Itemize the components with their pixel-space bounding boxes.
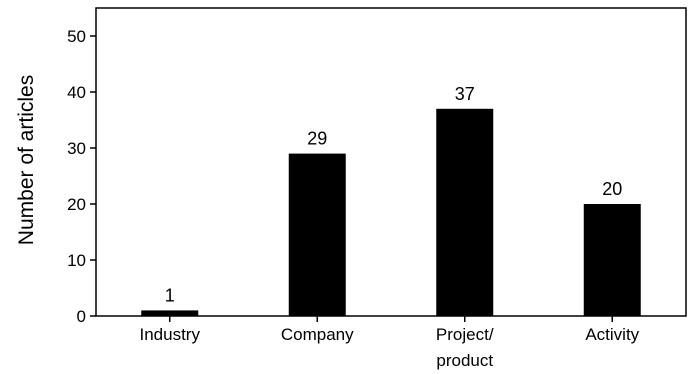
x-tick-label: Project/	[436, 325, 494, 344]
x-axis: Industry Company Project/product Activity	[140, 316, 640, 370]
y-axis-title: Number of articles	[15, 75, 38, 245]
bar	[436, 108, 494, 316]
y-tick-label: 20	[67, 195, 86, 214]
y-tick-label: 40	[67, 83, 86, 102]
data-label: 1	[165, 285, 175, 305]
y-tick-label: 10	[67, 251, 86, 270]
plot-frame	[95, 7, 687, 317]
y-tick-label: 50	[67, 27, 86, 46]
data-label: 20	[602, 179, 622, 199]
x-tick-label: product	[436, 351, 493, 370]
bars: 1 29 37 20	[141, 84, 641, 316]
x-tick-label: Activity	[585, 325, 639, 344]
y-axis: 0 10 20 30 40 50	[67, 27, 96, 326]
y-tick-label: 0	[77, 307, 86, 326]
y-tick-label: 30	[67, 139, 86, 158]
bar	[141, 310, 199, 316]
data-label: 37	[455, 84, 475, 104]
data-label: 29	[307, 129, 327, 149]
bar	[583, 204, 641, 316]
x-tick-label: Industry	[140, 325, 201, 344]
bar	[288, 153, 346, 316]
x-tick-label: Company	[281, 325, 354, 344]
